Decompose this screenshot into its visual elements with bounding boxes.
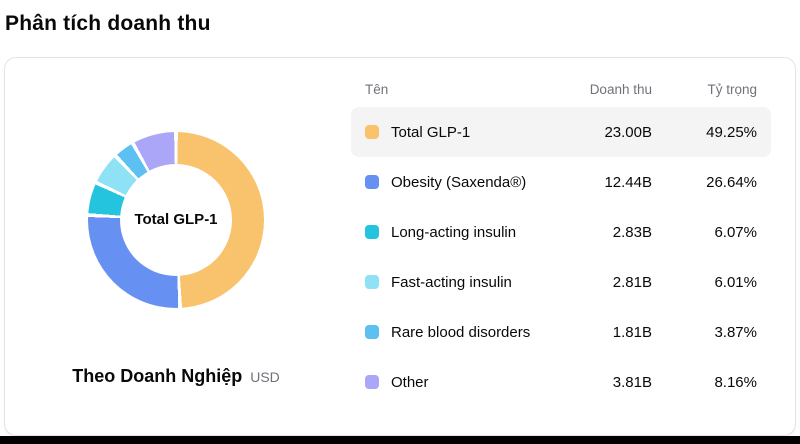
series-share: 26.64%: [706, 173, 757, 191]
donut-hole: Total GLP-1: [120, 164, 232, 276]
series-share: 6.01%: [714, 273, 757, 291]
series-value: 2.81B: [612, 273, 652, 291]
series-color-swatch: [365, 325, 379, 339]
header-share: Tỷ trọng: [707, 82, 757, 97]
table-row[interactable]: Long-acting insulin 2.83B 6.07%: [351, 207, 771, 257]
series-label: Fast-acting insulin: [391, 273, 512, 291]
series-color-swatch: [365, 125, 379, 139]
bottom-bar: [0, 436, 800, 444]
chart-pane: Total GLP-1 Theo Doanh Nghiệp USD: [5, 58, 347, 435]
table-row[interactable]: Fast-acting insulin 2.81B 6.01%: [351, 257, 771, 307]
series-label: Rare blood disorders: [391, 323, 531, 341]
series-color-swatch: [365, 375, 379, 389]
table-row[interactable]: Other 3.81B 8.16%: [351, 357, 771, 407]
series-label: Obesity (Saxenda®): [391, 173, 527, 191]
legend-table-body: Total GLP-1 23.00B 49.25% Obesity (Saxen…: [351, 107, 771, 407]
series-share: 6.07%: [714, 223, 757, 241]
series-value: 1.81B: [612, 323, 652, 341]
header-name: Tên: [365, 82, 389, 97]
series-value: 12.44B: [604, 173, 652, 191]
donut-chart[interactable]: Total GLP-1: [88, 132, 264, 308]
series-share: 49.25%: [706, 123, 757, 141]
series-color-swatch: [365, 175, 379, 189]
legend-table: Tên Doanh thu Tỷ trọng Total GLP-1 23.00…: [347, 58, 795, 435]
legend-table-header: Tên Doanh thu Tỷ trọng: [351, 82, 771, 97]
series-color-swatch: [365, 225, 379, 239]
series-share: 3.87%: [714, 323, 757, 341]
header-revenue: Doanh thu: [589, 82, 652, 97]
series-label: Long-acting insulin: [391, 223, 517, 241]
table-row[interactable]: Obesity (Saxenda®) 12.44B 26.64%: [351, 157, 771, 207]
series-label: Other: [391, 373, 429, 391]
table-row[interactable]: Total GLP-1 23.00B 49.25%: [351, 107, 771, 157]
chart-caption-unit: USD: [250, 369, 280, 385]
series-value: 23.00B: [604, 123, 652, 141]
series-value: 2.83B: [612, 223, 652, 241]
donut-center-label: Total GLP-1: [134, 210, 218, 228]
series-color-swatch: [365, 275, 379, 289]
series-label: Total GLP-1: [391, 123, 471, 141]
table-row[interactable]: Rare blood disorders 1.81B 3.87%: [351, 307, 771, 357]
series-value: 3.81B: [612, 373, 652, 391]
revenue-analysis-card: Total GLP-1 Theo Doanh Nghiệp USD Tên Do…: [4, 57, 796, 436]
chart-caption: Theo Doanh Nghiệp USD: [72, 366, 280, 387]
series-share: 8.16%: [714, 373, 757, 391]
page-title: Phân tích doanh thu: [5, 12, 211, 35]
chart-caption-title: Theo Doanh Nghiệp: [72, 366, 243, 386]
